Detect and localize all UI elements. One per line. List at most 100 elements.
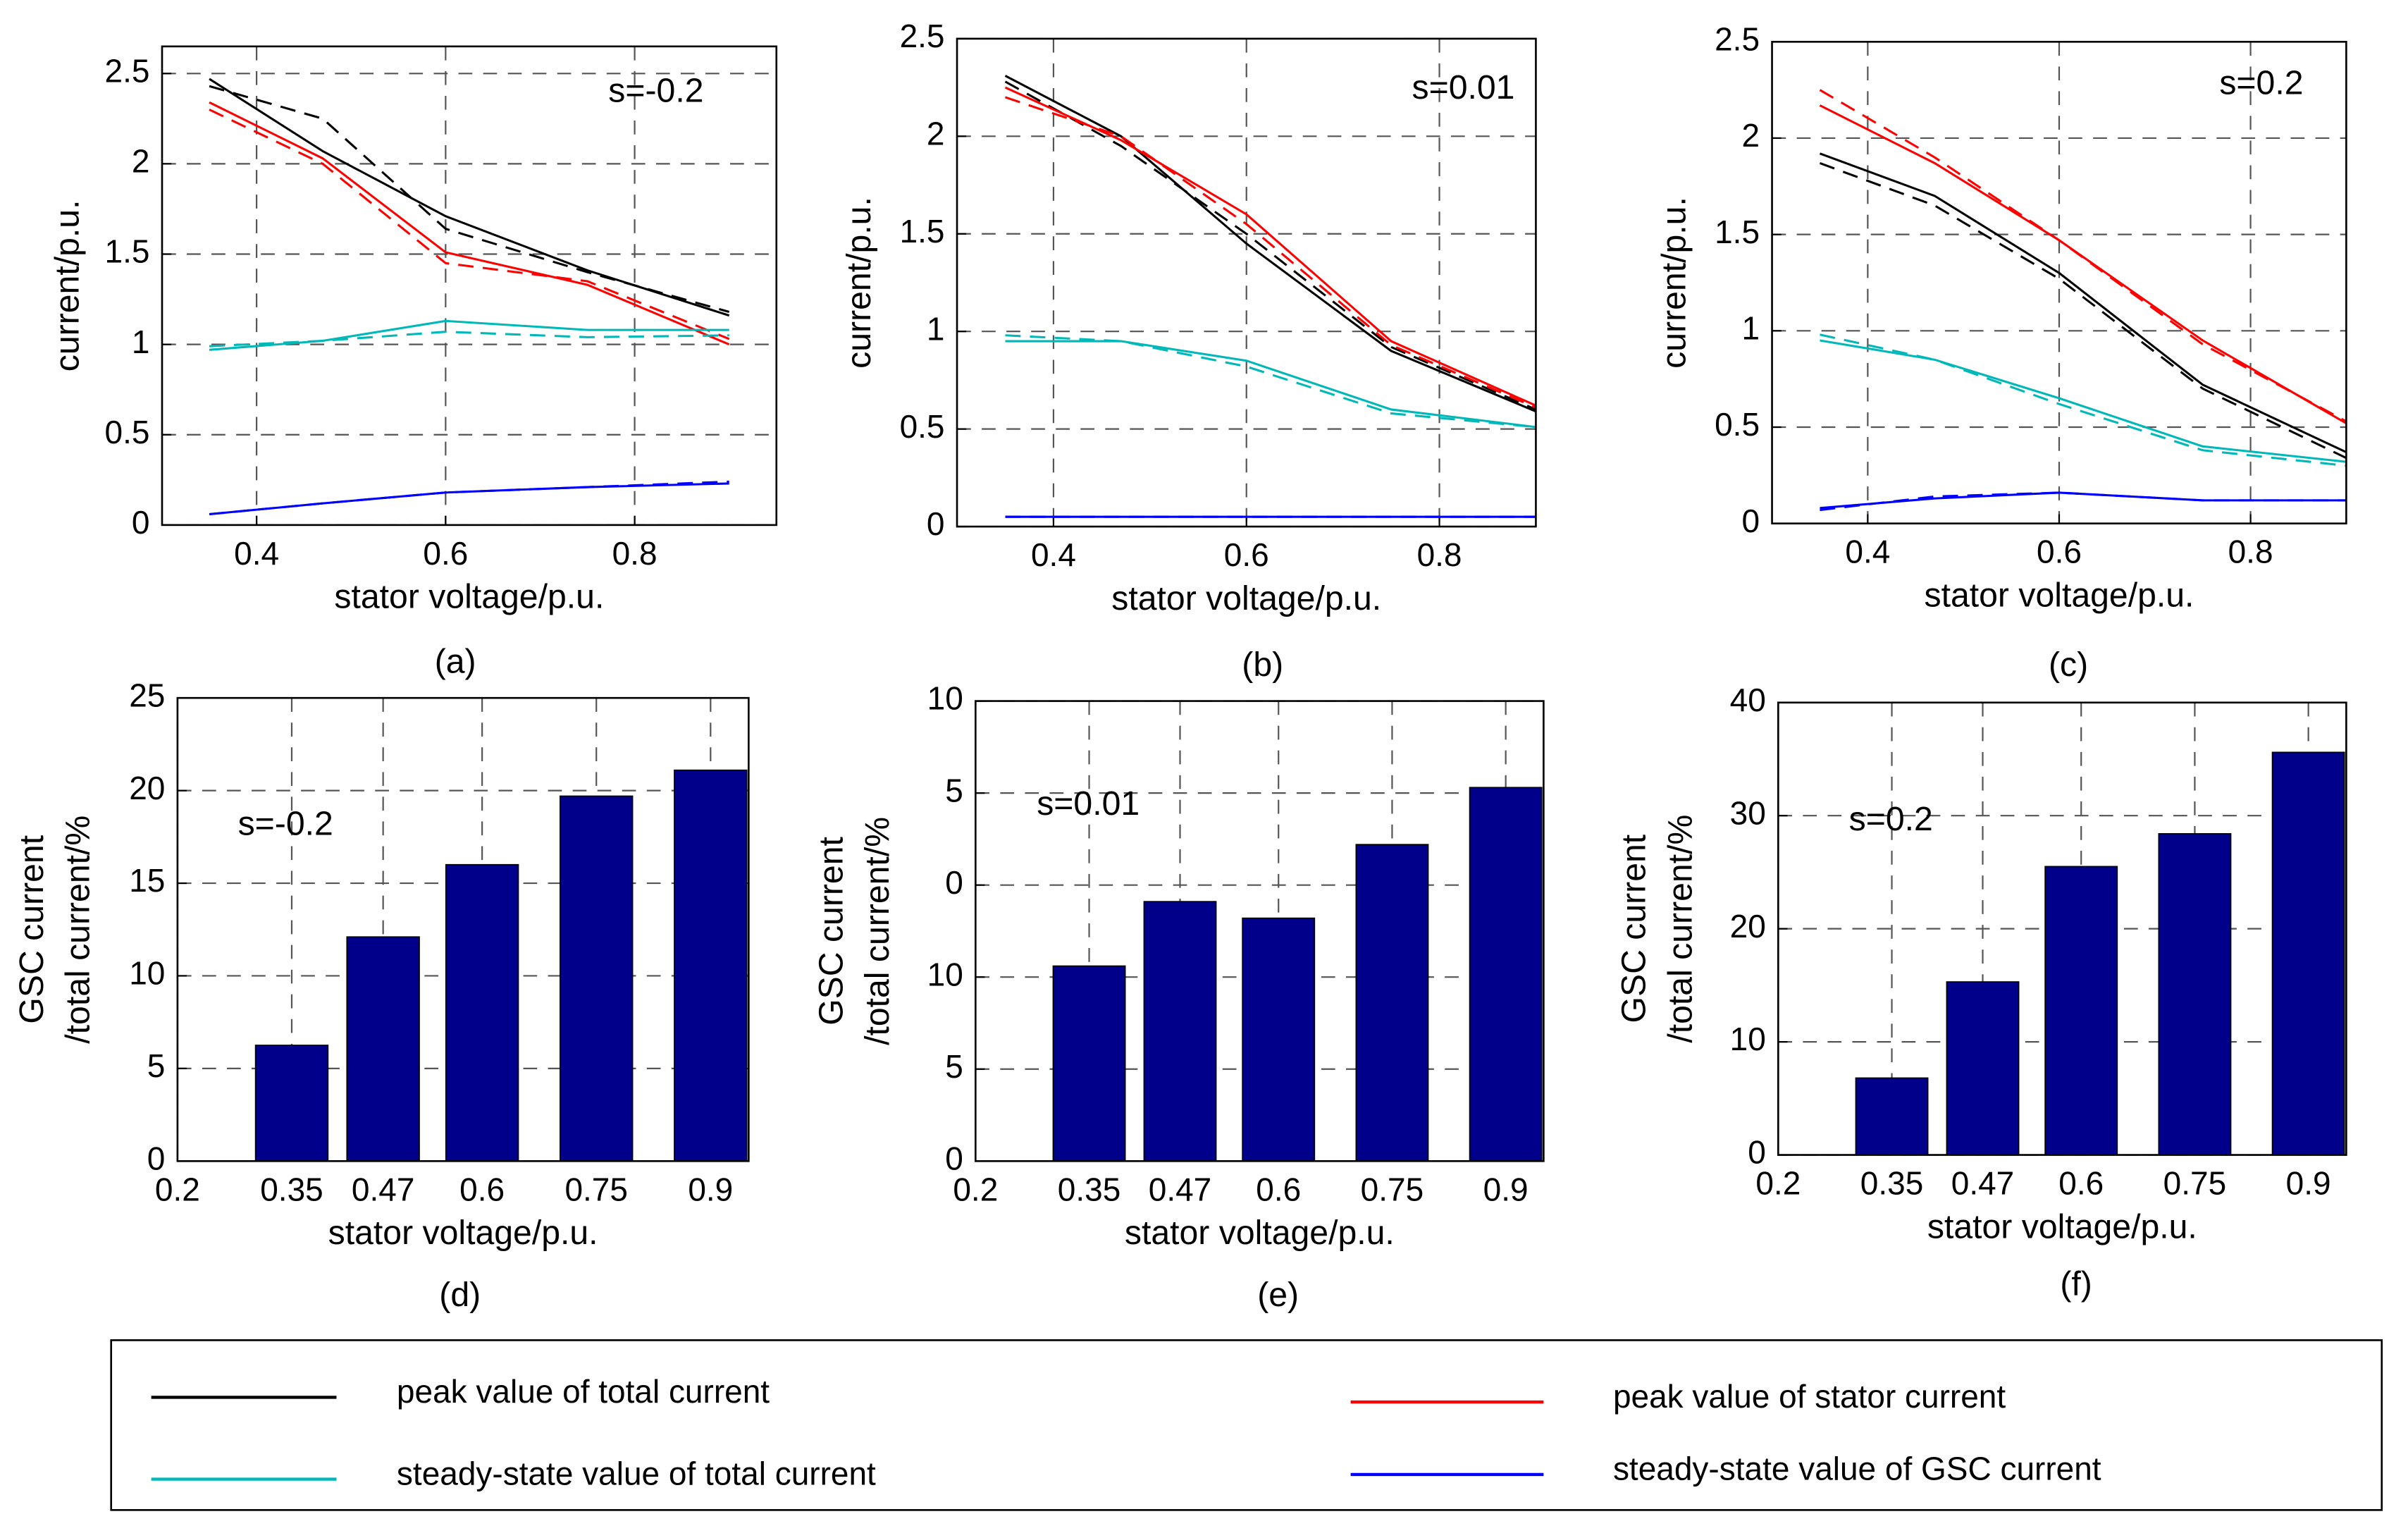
y-tick-label: 2.5 [1715,20,1760,57]
series-line [209,319,729,351]
bar [2044,866,2118,1156]
x-tick-label: 0.2 [155,1171,200,1207]
y-axis-label: GSC current [813,836,851,1025]
x-tick-label: 0.6 [423,535,468,572]
x-tick-label: 0.35 [1860,1165,1923,1202]
caption: (b) [1242,646,1283,684]
plot-frame [975,700,1545,1162]
annotation: s=-0.2 [608,71,703,109]
x-tick-label: 0.75 [1361,1171,1424,1207]
y-tick-label: 25 [129,677,165,713]
x-tick-label: 0.2 [1755,1165,1801,1202]
x-tick-label: 0.75 [2163,1165,2226,1202]
y-tick-label: 1 [1741,309,1760,346]
caption: (a) [435,643,476,681]
series-line-dashed [1819,162,2347,460]
y-tick-label: 1.5 [1715,214,1760,250]
x-tick-label: 0.6 [1256,1171,1301,1207]
x-tick-label: 0.4 [234,535,279,572]
y-tick-label: 2.5 [105,52,150,89]
x-tick-label: 0.47 [352,1171,415,1207]
x-tick-label: 0.6 [2058,1165,2104,1202]
plot-frame [161,45,778,527]
y-tick-label: 10 [927,680,963,717]
annotation: s=0.01 [1412,68,1514,106]
series-line [1820,339,2347,463]
series-line-dashed [1004,80,1537,411]
plot-frame [1771,40,2347,524]
y-tick-label: 40 [1730,682,1766,718]
series-line [209,482,729,516]
y-tick-label: 0.5 [105,414,150,450]
y-tick-label: 1 [927,310,945,347]
series-line [1819,104,2347,424]
y-tick-label: 0.5 [900,408,945,445]
y-tick-label: 5 [147,1047,166,1084]
legend-label: peak value of total current [397,1373,770,1410]
legend-label: peak value of stator current [1613,1378,2006,1415]
y-axis-label: current/p.u. [1655,197,1693,369]
bar [1242,917,1316,1162]
y-tick-label: 0 [1741,503,1760,539]
y-tick-label: 1 [132,324,150,360]
bar [2158,833,2232,1156]
legend-box [110,1339,2383,1511]
y-tick-label: 2 [927,115,945,152]
plot-frame [956,37,1537,528]
series-line-dashed [1004,96,1537,409]
series-line-dashed [209,109,730,340]
bar [1355,844,1429,1162]
y-axis-label: /total current/% [59,816,97,1044]
x-tick-label: 0.4 [1845,534,1890,570]
y-axis-label: current/p.u. [840,197,878,369]
y-tick-label: 5 [945,1048,963,1085]
caption: (f) [2060,1265,2092,1303]
bar [1946,981,2020,1156]
bar [674,769,748,1162]
annotation: s=-0.2 [238,805,333,843]
y-tick-label: 0 [1748,1134,1766,1171]
y-axis-label: /total current/% [858,817,896,1045]
x-tick-label: 0.9 [2286,1165,2331,1202]
plot-frame [1777,701,2347,1156]
y-tick-label: 0 [927,505,945,542]
x-tick-label: 0.47 [1149,1171,1212,1207]
y-tick-label: 10 [129,955,165,992]
x-axis-label: stator voltage/p.u. [1125,1214,1395,1252]
x-axis-label: stator voltage/p.u. [1925,577,2194,615]
y-axis-label: /total current/% [1661,815,1699,1043]
y-tick-label: 1.5 [105,233,150,270]
x-tick-label: 0.9 [688,1171,733,1207]
y-tick-label: 10 [1730,1021,1766,1057]
series-line-dashed [209,480,729,516]
bar [2271,751,2345,1156]
y-axis-label: GSC current [13,835,51,1023]
y-axis-label: GSC current [1615,834,1653,1023]
bar [445,863,519,1162]
series-line [209,78,730,317]
x-axis-label: stator voltage/p.u. [334,578,604,616]
series-line-dashed [1819,89,2347,423]
x-tick-label: 0.8 [2228,534,2273,570]
x-tick-label: 0.6 [459,1171,505,1207]
bar [1469,787,1543,1162]
y-tick-label: 1.5 [900,213,945,250]
x-tick-label: 0.9 [1483,1171,1529,1207]
x-tick-label: 0.35 [260,1171,323,1207]
bar [346,936,420,1162]
y-tick-label: 30 [1730,794,1766,831]
series-line-dashed [1005,334,1536,429]
plot-frame [176,696,750,1162]
y-tick-label: 20 [129,770,165,806]
x-tick-label: 0.35 [1058,1171,1121,1207]
series-line-dashed [1820,333,2347,467]
y-tick-label: 20 [1730,908,1766,944]
caption: (d) [439,1276,481,1314]
series-line [1004,86,1537,407]
x-tick-label: 0.6 [1224,536,1269,573]
y-tick-label: 0 [945,864,963,901]
y-tick-label: 2 [132,143,150,180]
series-line-dashed [1820,491,2347,512]
series-line [209,101,730,346]
